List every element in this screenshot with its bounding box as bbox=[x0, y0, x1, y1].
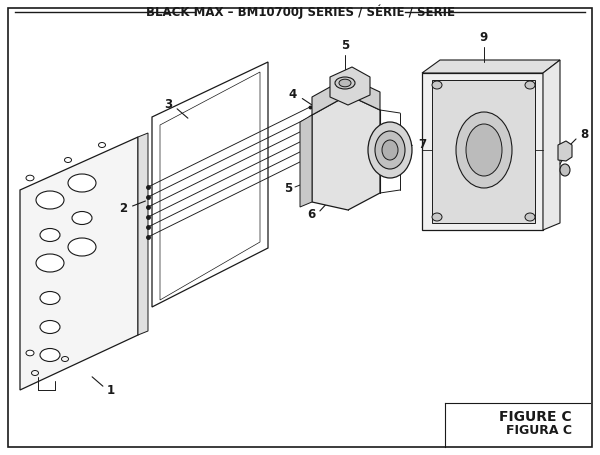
Polygon shape bbox=[312, 95, 380, 210]
Ellipse shape bbox=[466, 124, 502, 176]
Polygon shape bbox=[312, 77, 380, 115]
Polygon shape bbox=[422, 60, 560, 73]
Ellipse shape bbox=[36, 191, 64, 209]
Ellipse shape bbox=[525, 81, 535, 89]
Text: FIGURE C: FIGURE C bbox=[499, 410, 572, 424]
Text: 3: 3 bbox=[164, 98, 172, 111]
Ellipse shape bbox=[26, 175, 34, 181]
Ellipse shape bbox=[560, 164, 570, 176]
Ellipse shape bbox=[68, 174, 96, 192]
Text: 7: 7 bbox=[418, 138, 426, 152]
Ellipse shape bbox=[98, 142, 106, 147]
Ellipse shape bbox=[40, 349, 60, 362]
Text: FIGURA C: FIGURA C bbox=[506, 424, 572, 436]
Polygon shape bbox=[558, 141, 572, 161]
Polygon shape bbox=[138, 133, 148, 335]
Ellipse shape bbox=[375, 131, 405, 169]
Polygon shape bbox=[330, 67, 370, 105]
Ellipse shape bbox=[65, 157, 71, 162]
Text: 4: 4 bbox=[289, 89, 297, 101]
Polygon shape bbox=[20, 137, 138, 390]
Ellipse shape bbox=[432, 213, 442, 221]
Polygon shape bbox=[543, 60, 560, 230]
Ellipse shape bbox=[68, 238, 96, 256]
Polygon shape bbox=[432, 80, 535, 223]
Ellipse shape bbox=[72, 212, 92, 224]
Ellipse shape bbox=[368, 122, 412, 178]
Ellipse shape bbox=[36, 254, 64, 272]
Ellipse shape bbox=[339, 79, 351, 87]
Ellipse shape bbox=[525, 213, 535, 221]
Ellipse shape bbox=[26, 350, 34, 356]
Text: 5: 5 bbox=[341, 39, 349, 52]
Ellipse shape bbox=[456, 112, 512, 188]
Ellipse shape bbox=[40, 228, 60, 242]
Ellipse shape bbox=[335, 77, 355, 89]
Text: 5: 5 bbox=[284, 182, 292, 194]
Polygon shape bbox=[300, 115, 312, 207]
Text: BLACK MAX – BM10700J SERIES / SÉRIE / SERIE: BLACK MAX – BM10700J SERIES / SÉRIE / SE… bbox=[146, 5, 455, 19]
Polygon shape bbox=[422, 73, 543, 230]
Text: 2: 2 bbox=[119, 202, 127, 214]
Ellipse shape bbox=[432, 81, 442, 89]
Text: 9: 9 bbox=[480, 31, 488, 44]
Text: 8: 8 bbox=[580, 128, 588, 142]
Ellipse shape bbox=[382, 140, 398, 160]
Ellipse shape bbox=[40, 320, 60, 334]
Text: 6: 6 bbox=[308, 208, 316, 222]
Text: 1: 1 bbox=[107, 384, 115, 396]
Ellipse shape bbox=[40, 292, 60, 304]
